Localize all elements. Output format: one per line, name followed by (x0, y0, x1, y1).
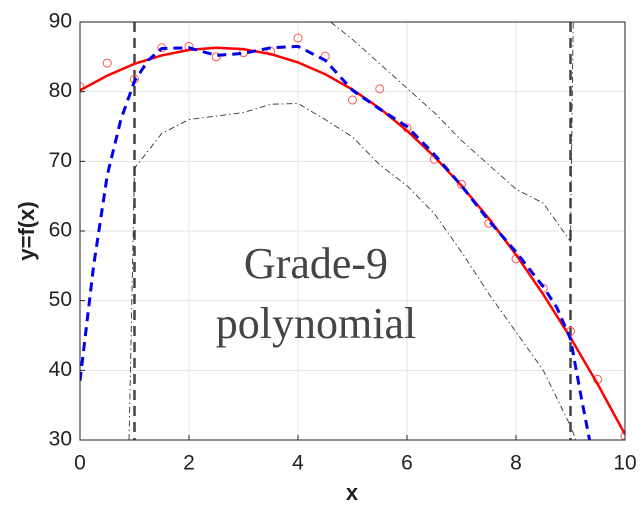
line-series (128, 103, 577, 440)
data-point (211, 52, 221, 62)
y-tick-label: 30 (49, 428, 72, 451)
y-tick-label: 60 (49, 219, 72, 242)
data-point (620, 431, 625, 440)
annotation: Grade-9 (244, 239, 388, 288)
annotation: polynomial (216, 299, 416, 348)
x-tick-label: 10 (613, 452, 636, 475)
x-tick-label: 6 (401, 452, 413, 475)
x-tick-label: 8 (510, 452, 522, 475)
y-tick-label: 40 (49, 358, 72, 381)
x-axis-label: x (346, 480, 359, 505)
y-tick-label: 90 (49, 10, 72, 33)
line-series (330, 22, 574, 243)
plot-area (80, 22, 625, 440)
data-point (375, 84, 385, 94)
y-axis-label: y=f(x) (14, 201, 39, 260)
y-tick-label: 80 (49, 79, 72, 102)
line-series (80, 44, 592, 440)
axes-frame (79, 21, 626, 441)
x-tick-label: 4 (292, 452, 304, 475)
data-point (348, 95, 357, 105)
y-tick-label: 70 (49, 149, 72, 172)
y-tick-label: 50 (49, 288, 72, 311)
data-point (293, 33, 303, 43)
x-tick-label: 2 (183, 452, 195, 475)
data-point (457, 179, 466, 189)
data-point (102, 58, 112, 68)
x-tick-label: 0 (74, 452, 86, 475)
